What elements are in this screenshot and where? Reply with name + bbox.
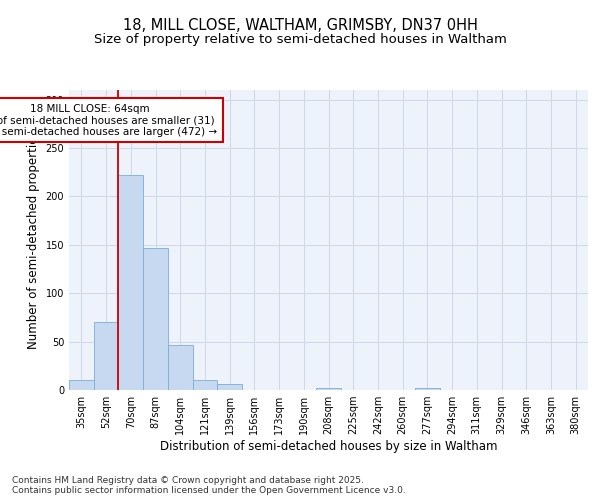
Bar xyxy=(143,248,168,390)
Bar xyxy=(69,380,94,390)
Bar xyxy=(316,388,341,390)
Y-axis label: Number of semi-detached properties: Number of semi-detached properties xyxy=(27,130,40,350)
Bar xyxy=(193,380,217,390)
Bar xyxy=(94,322,118,390)
Text: Contains HM Land Registry data © Crown copyright and database right 2025.
Contai: Contains HM Land Registry data © Crown c… xyxy=(12,476,406,495)
Bar xyxy=(415,388,440,390)
Bar xyxy=(217,384,242,390)
X-axis label: Distribution of semi-detached houses by size in Waltham: Distribution of semi-detached houses by … xyxy=(160,440,497,453)
Bar xyxy=(168,344,193,390)
Bar xyxy=(118,175,143,390)
Text: 18 MILL CLOSE: 64sqm
← 6% of semi-detached houses are smaller (31)
92% of semi-d: 18 MILL CLOSE: 64sqm ← 6% of semi-detach… xyxy=(0,104,218,136)
Text: 18, MILL CLOSE, WALTHAM, GRIMSBY, DN37 0HH: 18, MILL CLOSE, WALTHAM, GRIMSBY, DN37 0… xyxy=(122,18,478,32)
Text: Size of property relative to semi-detached houses in Waltham: Size of property relative to semi-detach… xyxy=(94,32,506,46)
